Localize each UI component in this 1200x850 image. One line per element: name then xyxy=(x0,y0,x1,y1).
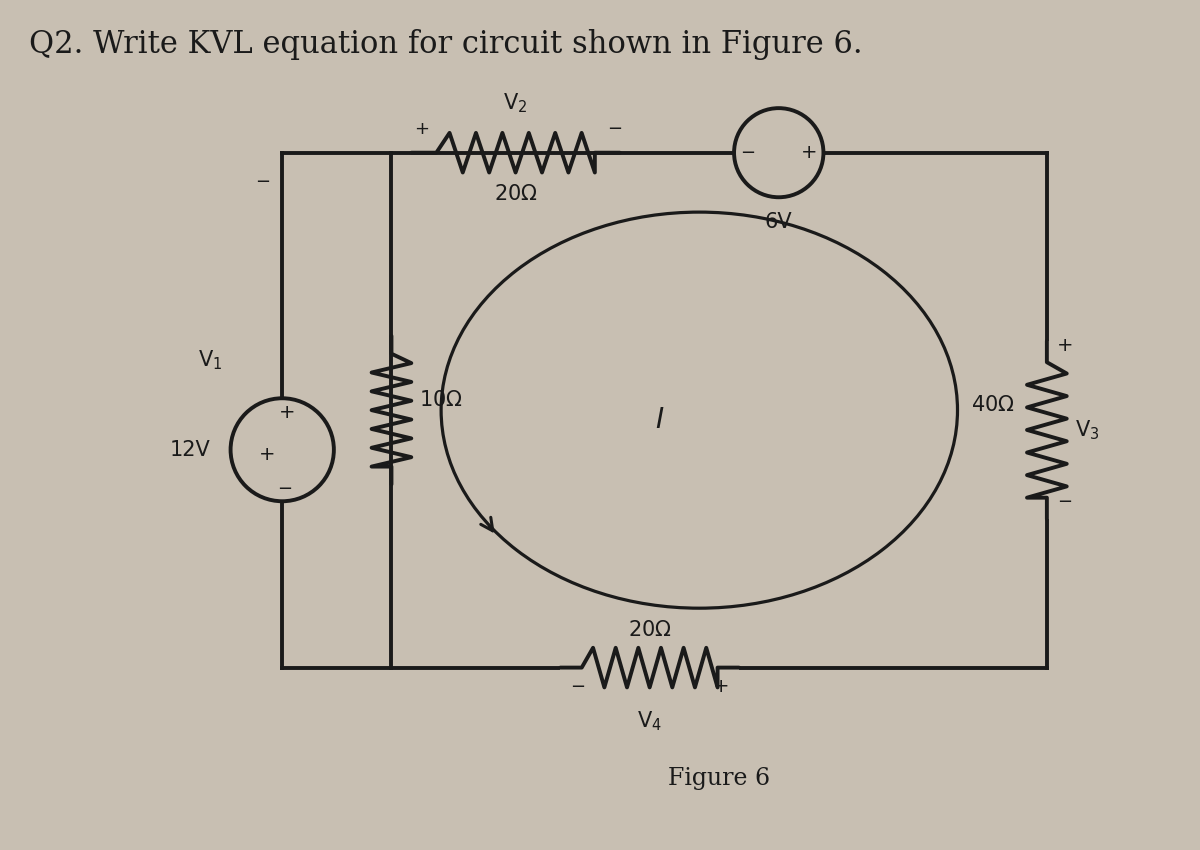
Text: −: − xyxy=(1057,493,1073,511)
Text: V$_1$: V$_1$ xyxy=(198,348,223,372)
Text: +: + xyxy=(802,143,817,162)
Text: −: − xyxy=(277,480,292,498)
Text: 20$\Omega$: 20$\Omega$ xyxy=(493,184,538,204)
Text: 20$\Omega$: 20$\Omega$ xyxy=(628,620,672,640)
Text: Q2. Write KVL equation for circuit shown in Figure 6.: Q2. Write KVL equation for circuit shown… xyxy=(29,29,863,60)
Text: −: − xyxy=(570,678,586,696)
Text: 40$\Omega$: 40$\Omega$ xyxy=(972,395,1015,415)
Text: 6V: 6V xyxy=(764,212,792,232)
Text: +: + xyxy=(713,677,730,696)
Text: I: I xyxy=(655,406,664,434)
Text: 10$\Omega$: 10$\Omega$ xyxy=(419,390,463,411)
Text: V$_4$: V$_4$ xyxy=(637,709,662,733)
Text: 12V: 12V xyxy=(170,439,211,460)
Text: −: − xyxy=(607,120,623,138)
Text: +: + xyxy=(278,403,295,422)
Text: +: + xyxy=(1056,336,1073,354)
Text: V$_3$: V$_3$ xyxy=(1075,418,1099,442)
Text: +: + xyxy=(259,445,276,463)
Text: Figure 6: Figure 6 xyxy=(668,767,770,790)
Text: −: − xyxy=(254,173,270,191)
Text: V$_2$: V$_2$ xyxy=(504,92,528,115)
Text: +: + xyxy=(414,120,428,138)
Text: −: − xyxy=(740,144,756,162)
